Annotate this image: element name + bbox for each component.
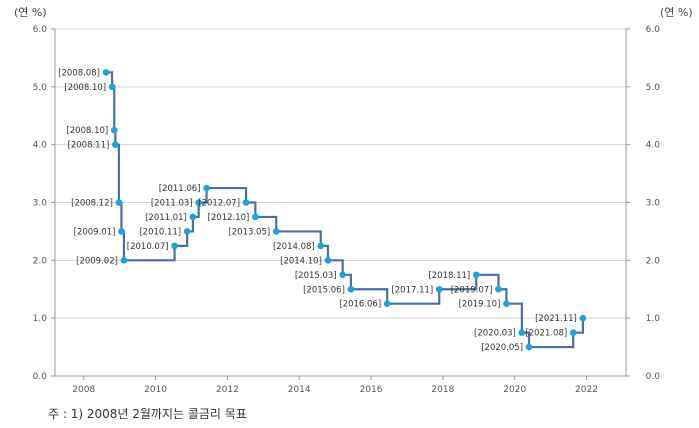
x-tick-label-7: 2022 <box>575 385 598 395</box>
rate-point-4 <box>115 199 123 206</box>
rate-point-1 <box>108 83 116 91</box>
y-tick-right-6: 6.0 <box>646 25 661 35</box>
rate-point-label-5: [2009.01] <box>74 227 116 237</box>
rate-point-label-23: [2019.10] <box>459 300 501 310</box>
y-tick-left-6: 6.0 <box>33 25 48 35</box>
rate-point-2 <box>110 126 118 134</box>
rate-point-10 <box>195 199 202 206</box>
rate-point-label-13: [2012.10] <box>208 213 250 223</box>
rate-point-14 <box>272 228 280 235</box>
rate-point-15 <box>317 242 325 250</box>
rate-point-3 <box>112 141 119 148</box>
right-axis-unit: (연 %) <box>660 6 693 19</box>
rate-point-0 <box>102 69 110 76</box>
rate-point-13 <box>252 213 259 221</box>
rate-point-17 <box>339 271 346 279</box>
rate-point-label-27: [2021.11] <box>535 314 577 324</box>
y-tick-right-0: 0.0 <box>646 372 661 382</box>
rate-point-21 <box>472 271 480 279</box>
rate-point-label-8: [2010.11] <box>139 227 181 237</box>
rate-point-label-2: [2008.10] <box>66 126 108 136</box>
y-tick-right-5: 5.0 <box>646 83 661 93</box>
y-tick-left-4: 4.0 <box>33 141 48 151</box>
rate-point-label-10: [2011.03] <box>151 199 193 209</box>
rate-point-label-21: [2018.11] <box>428 271 470 281</box>
rate-point-label-11: [2011.06] <box>159 184 201 194</box>
rate-point-label-15: [2014.08] <box>273 242 315 252</box>
rate-point-18 <box>347 285 355 293</box>
rate-point-label-4: [2008.12] <box>71 199 113 209</box>
rate-point-6 <box>120 257 128 264</box>
y-tick-left-2: 2.0 <box>33 256 48 266</box>
rate-point-label-12: [2012.07] <box>198 199 240 209</box>
rate-point-label-18: [2015.06] <box>303 285 345 295</box>
rate-point-12 <box>242 199 250 206</box>
rate-point-25 <box>525 343 533 351</box>
rate-point-label-0: [2008.08] <box>58 68 100 78</box>
rate-point-label-1: [2008.10] <box>64 83 106 93</box>
rate-point-27 <box>579 314 587 322</box>
rate-point-19 <box>383 300 391 308</box>
x-tick-label-1: 2010 <box>144 385 167 395</box>
y-tick-right-3: 3.0 <box>646 199 661 209</box>
y-tick-left-0: 0.0 <box>33 372 48 382</box>
rate-point-label-6: [2009.02] <box>76 256 118 266</box>
rate-point-8 <box>183 228 191 235</box>
rate-point-label-22: [2019.07] <box>451 285 493 295</box>
x-tick-label-6: 2020 <box>503 385 526 395</box>
y-tick-right-2: 2.0 <box>646 256 661 266</box>
rate-point-label-7: [2010.07] <box>127 242 169 252</box>
left-axis-unit: (연 %) <box>14 6 47 19</box>
rate-point-label-3: [2008.11] <box>68 141 110 151</box>
rate-point-23 <box>503 300 510 308</box>
rate-point-16 <box>324 257 332 264</box>
rate-point-label-19: [2016.06] <box>339 300 381 310</box>
rate-point-label-25: [2020.05] <box>481 343 523 353</box>
y-tick-right-1: 1.0 <box>646 314 661 324</box>
rate-point-26 <box>569 329 577 336</box>
rate-point-9 <box>189 213 197 221</box>
rate-point-label-9: [2011.01] <box>145 213 187 223</box>
rate-point-20 <box>435 285 443 293</box>
x-tick-label-4: 2016 <box>360 385 383 395</box>
y-tick-left-1: 1.0 <box>33 314 48 324</box>
footnote: 주 : 1) 2008년 2월까지는 콜금리 목표 <box>48 407 247 421</box>
rate-point-24 <box>518 329 526 336</box>
x-tick-label-3: 2014 <box>288 385 311 395</box>
x-tick-label-0: 2008 <box>72 385 95 395</box>
x-tick-label-5: 2018 <box>431 385 454 395</box>
rate-point-label-17: [2015.03] <box>295 271 337 281</box>
rate-point-label-14: [2013.05] <box>228 227 270 237</box>
rate-point-5 <box>118 228 125 235</box>
rate-point-label-20: [2017.11] <box>391 285 433 295</box>
y-tick-left-3: 3.0 <box>33 199 48 209</box>
rate-point-11 <box>203 184 210 192</box>
y-tick-left-5: 5.0 <box>33 83 48 93</box>
rate-point-label-16: [2014.10] <box>280 256 322 266</box>
rate-point-label-26: [2021.08] <box>525 329 567 339</box>
x-tick-label-2: 2012 <box>216 385 239 395</box>
rate-point-22 <box>495 285 502 293</box>
rate-point-7 <box>171 242 178 250</box>
y-tick-right-4: 4.0 <box>646 141 661 151</box>
rate-point-label-24: [2020.03] <box>474 329 516 339</box>
